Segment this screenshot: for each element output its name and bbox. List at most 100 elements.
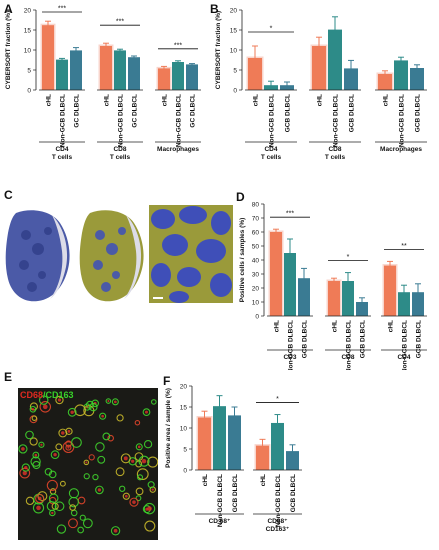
fluor-cell	[62, 441, 75, 454]
y-tick-label: 5	[183, 447, 187, 454]
fluor-cell	[142, 408, 151, 417]
fluor-cell	[143, 502, 156, 515]
bar	[270, 232, 282, 316]
fluor-cell-core	[34, 453, 38, 457]
fluor-cell-core	[124, 494, 128, 498]
fluor-cell-core	[40, 443, 43, 446]
stained-section	[79, 210, 144, 302]
bar	[172, 62, 184, 90]
fluor-cell-core	[131, 459, 135, 463]
group-label: CD 68⁺	[209, 518, 231, 525]
fluor-cell	[44, 468, 53, 476]
panel-label-e: E	[4, 370, 13, 384]
fluor-cell	[29, 405, 37, 413]
fluor-cell-core	[70, 410, 74, 415]
group-label: Macrophages	[157, 146, 199, 153]
fluor-cell	[138, 455, 150, 467]
fluor-cell	[56, 524, 67, 534]
bar-label: GC DLBCL	[74, 94, 81, 128]
fluor-cell	[29, 437, 38, 446]
y-tick-label: 10	[252, 300, 260, 307]
fluor-cell-core	[137, 445, 141, 449]
fluor-cell-core	[114, 400, 117, 404]
fluor-cell-core	[21, 447, 25, 451]
fluor-cell	[134, 419, 141, 426]
fluor-cell-core	[24, 465, 28, 470]
zoom-follicles	[151, 206, 232, 303]
y-tick-label: 70	[252, 216, 260, 223]
significance-marker: **	[401, 243, 407, 250]
fluor-cell	[55, 443, 63, 451]
fluor-cell	[46, 479, 58, 491]
fluor-cell	[92, 473, 99, 481]
chart-panel-a: 0 5 10 15 20 CYBERSORT fraction (%) cHL Non-GCB…	[5, 6, 201, 161]
bar-label: Non-GCB DLBCL	[275, 474, 282, 527]
y-tick-label: 30	[252, 272, 260, 279]
bar	[410, 68, 424, 90]
bar	[56, 59, 68, 90]
significance-marker: *	[276, 396, 279, 403]
group-label: Macrophages	[380, 146, 422, 153]
group-label: CD8	[113, 146, 126, 153]
fluor-cell	[83, 473, 90, 480]
fluor-cell	[105, 398, 112, 404]
bar-label: Non-GCB DLBCL	[333, 94, 340, 147]
fluor-cell	[135, 443, 143, 451]
y-tick-label: 50	[252, 244, 260, 251]
fluor-cell-core	[107, 400, 110, 403]
bar	[312, 46, 326, 90]
bar-label: Non-GCB DLBCL	[60, 94, 67, 147]
group-label: CD4	[55, 146, 68, 153]
fluor-cell	[30, 456, 41, 467]
significance-marker: ***	[58, 6, 66, 13]
bar-label: GCB DLBCL	[290, 474, 297, 512]
y-tick-label: 5	[233, 68, 237, 75]
group-label: CD68⁺	[267, 518, 287, 525]
fluor-cell-core	[67, 429, 71, 433]
fluor-cell	[69, 504, 76, 511]
fluor-label-cd68: CD68	[20, 390, 44, 400]
y-tick-label: 0	[183, 468, 187, 475]
fluor-cell	[54, 501, 65, 512]
significance-marker: ***	[174, 42, 182, 49]
y-tick-label: 15	[180, 405, 188, 412]
bar-label: Non-GCB DLBCL	[269, 94, 276, 147]
bar-label: GCB DLBCL	[360, 320, 367, 358]
chart-panel-f: 0 5 10 15 20 Positive area / sample (%) cHL Non…	[165, 384, 302, 533]
fluor-cell-core	[97, 488, 102, 492]
bar	[286, 451, 299, 470]
fluor-cell-core	[57, 398, 62, 402]
group-label: CD4	[397, 354, 410, 361]
fluor-cell	[71, 437, 82, 448]
fluor-cell	[136, 468, 149, 481]
panel-label-d: D	[236, 190, 245, 204]
fluor-cell	[143, 440, 153, 449]
panel-label-f: F	[163, 374, 171, 388]
fluor-cell	[129, 497, 139, 507]
bar-label: Non-GCB DLBCL	[346, 320, 353, 370]
y-axis-label: Positive area / sample (%)	[165, 388, 172, 468]
fluor-cell	[35, 493, 45, 504]
tissue-edge	[50, 215, 68, 299]
bar-label: GCB DLBCL	[232, 474, 239, 512]
fluor-cell	[135, 487, 144, 496]
chart-panel-b: 0 5 10 15 20 CYBERSORT fraction (%) cHL Non-GCB…	[215, 8, 427, 161]
bar-label: Non-GCB DLBCL	[176, 94, 183, 147]
fluor-cell	[150, 399, 157, 405]
bar	[100, 46, 112, 90]
bar-label: cHL	[383, 94, 390, 106]
fluor-cell	[82, 518, 93, 529]
fluor-cell	[120, 453, 131, 464]
fluor-cells	[18, 395, 158, 536]
fluor-cell-core	[67, 446, 70, 449]
bar-label: cHL	[253, 94, 260, 106]
fluor-cell-core	[51, 511, 54, 515]
panel-label-a: A	[4, 2, 13, 16]
bar-label: cHL	[202, 474, 209, 486]
fluor-cell	[77, 526, 84, 534]
bar-label: GCB DLBCL	[415, 94, 422, 132]
panel-label-c: C	[4, 188, 13, 202]
scale-bar	[153, 297, 163, 299]
fluor-cell	[38, 395, 49, 405]
y-tick-label: 20	[230, 8, 238, 15]
